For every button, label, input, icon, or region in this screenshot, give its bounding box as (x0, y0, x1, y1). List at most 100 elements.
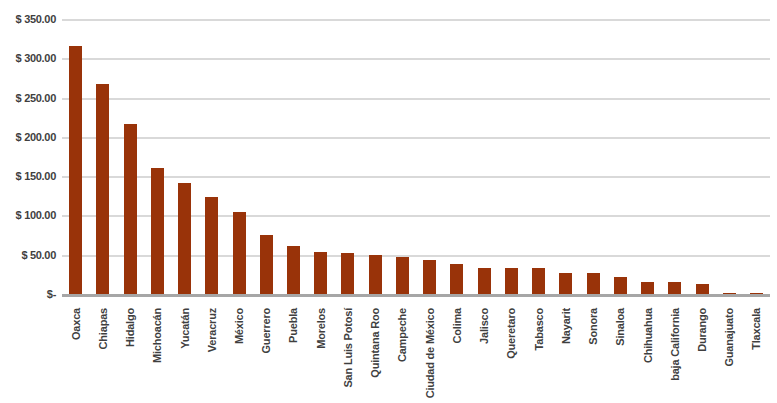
y-axis-tick-label: $ 50.00 (21, 249, 56, 261)
bar-Tabasco (532, 268, 545, 296)
bar-slot (89, 20, 116, 295)
x-label-slot: Durango (688, 304, 715, 403)
x-axis-category-label: Yucatán (179, 308, 191, 349)
bar-Veracruz (205, 197, 218, 295)
bar-slot (116, 20, 143, 295)
bar-Sonora (587, 273, 600, 295)
bar-slot (389, 20, 416, 295)
x-label-slot: Queretaro (498, 304, 525, 403)
x-axis-category-label: Sinaloa (614, 308, 626, 346)
x-axis-category-label: Hidalgo (124, 308, 136, 347)
x-axis-category-label: Chiapas (97, 308, 109, 349)
x-axis-category-label: Guanajuato (723, 308, 735, 367)
x-axis-category-label: Oaxca (70, 308, 82, 340)
x-axis-category-label: Quintana Roo (369, 308, 381, 378)
bar-slot (280, 20, 307, 295)
x-label-slot: Morelos (307, 304, 334, 403)
x-axis-category-label: Michoacán (151, 308, 163, 363)
bar-Sinaloa (614, 277, 627, 295)
bar-Guerrero (260, 235, 273, 295)
x-axis-category-label: Colima (451, 308, 463, 343)
x-label-slot: Campeche (389, 304, 416, 403)
x-label-slot: San Luis Potosí (334, 304, 361, 403)
bar-Chiapas (96, 84, 109, 295)
bar-Puebla (287, 246, 300, 295)
bar-Oaxca (69, 46, 82, 295)
bar-slot (62, 20, 89, 295)
bar-Ciudad de México (423, 260, 436, 295)
x-label-slot: Puebla (280, 304, 307, 403)
bars-container (62, 20, 770, 295)
bar-Jalisco (478, 268, 491, 296)
y-axis-tick-label: $- (47, 288, 56, 300)
bar-slot (253, 20, 280, 295)
x-axis-line (62, 294, 770, 297)
x-axis-category-label: Morelos (315, 308, 327, 349)
y-axis-tick-label: $ 150.00 (16, 170, 56, 182)
x-label-slot: Tabasco (525, 304, 552, 403)
x-axis-category-label: Sonora (587, 308, 599, 345)
x-axis-category-label: Nayarit (560, 308, 572, 344)
bar-Yucatán (178, 183, 191, 295)
bar-slot (334, 20, 361, 295)
bar-slot (144, 20, 171, 295)
x-label-slot: Tlaxcala (743, 304, 770, 403)
bar-Hidalgo (124, 124, 137, 295)
x-axis-category-label: Ciudad de México (424, 308, 436, 398)
bar-slot (362, 20, 389, 295)
x-axis-category-label: Puebla (287, 308, 299, 343)
bar-Morelos (314, 252, 327, 295)
bar-slot (525, 20, 552, 295)
bar-chart: $ 350.00 $ 300.00 $ 250.00 $ 200.00 $ 150.00… (0, 0, 777, 403)
x-axis-category-label: Chihuahua (642, 308, 654, 363)
x-label-slot: Quintana Roo (362, 304, 389, 403)
x-axis-category-label: San Luis Potosí (342, 308, 354, 388)
x-axis-category-labels: Oaxca Chiapas Hidalgo Michoacán Yucatán Verac… (62, 304, 770, 403)
x-label-slot: Hidalgo (116, 304, 143, 403)
x-label-slot: Guanajuato (716, 304, 743, 403)
x-label-slot: Veracruz (198, 304, 225, 403)
plot-area (62, 20, 770, 295)
x-label-slot: Chihuahua (634, 304, 661, 403)
bar-slot (416, 20, 443, 295)
x-axis-category-label: Queretaro (505, 308, 517, 359)
bar-Michoacán (151, 168, 164, 295)
x-axis-category-label: Tlaxcala (750, 308, 762, 350)
x-axis-category-label: México (233, 308, 245, 344)
bar-slot (688, 20, 715, 295)
x-axis-category-label: Campeche (396, 308, 408, 362)
x-label-slot: baja California (661, 304, 688, 403)
x-axis-category-label: Guerrero (260, 308, 272, 353)
x-label-slot: Sonora (579, 304, 606, 403)
y-axis-tick-label: $ 300.00 (16, 52, 56, 64)
bar-slot (552, 20, 579, 295)
bar-Chihuahua (641, 282, 654, 295)
bar-slot (579, 20, 606, 295)
bar-slot (716, 20, 743, 295)
x-label-slot: México (225, 304, 252, 403)
x-label-slot: Nayarit (552, 304, 579, 403)
x-label-slot: Colima (443, 304, 470, 403)
x-axis-category-label: Durango (696, 308, 708, 352)
bar-slot (661, 20, 688, 295)
x-label-slot: Michoacán (144, 304, 171, 403)
y-axis-tick-label: $ 350.00 (16, 13, 56, 25)
bar-slot (443, 20, 470, 295)
bar-Nayarit (559, 273, 572, 295)
bar-San Luis Potosí (341, 253, 354, 295)
bar-slot (307, 20, 334, 295)
y-axis: $ 350.00 $ 300.00 $ 250.00 $ 200.00 $ 150.00… (0, 0, 58, 403)
y-axis-tick-label: $ 250.00 (16, 92, 56, 104)
bar-Campeche (396, 257, 409, 295)
y-axis-tick-label: $ 100.00 (16, 209, 56, 221)
x-label-slot: Yucatán (171, 304, 198, 403)
bar-slot (225, 20, 252, 295)
x-axis-category-label: Jalisco (478, 308, 490, 344)
x-axis-category-label: baja California (669, 308, 681, 381)
bar-Colima (450, 264, 463, 295)
x-label-slot: Guerrero (253, 304, 280, 403)
bar-slot (743, 20, 770, 295)
x-label-slot: Sinaloa (607, 304, 634, 403)
bar-slot (607, 20, 634, 295)
y-axis-tick-label: $ 200.00 (16, 131, 56, 143)
